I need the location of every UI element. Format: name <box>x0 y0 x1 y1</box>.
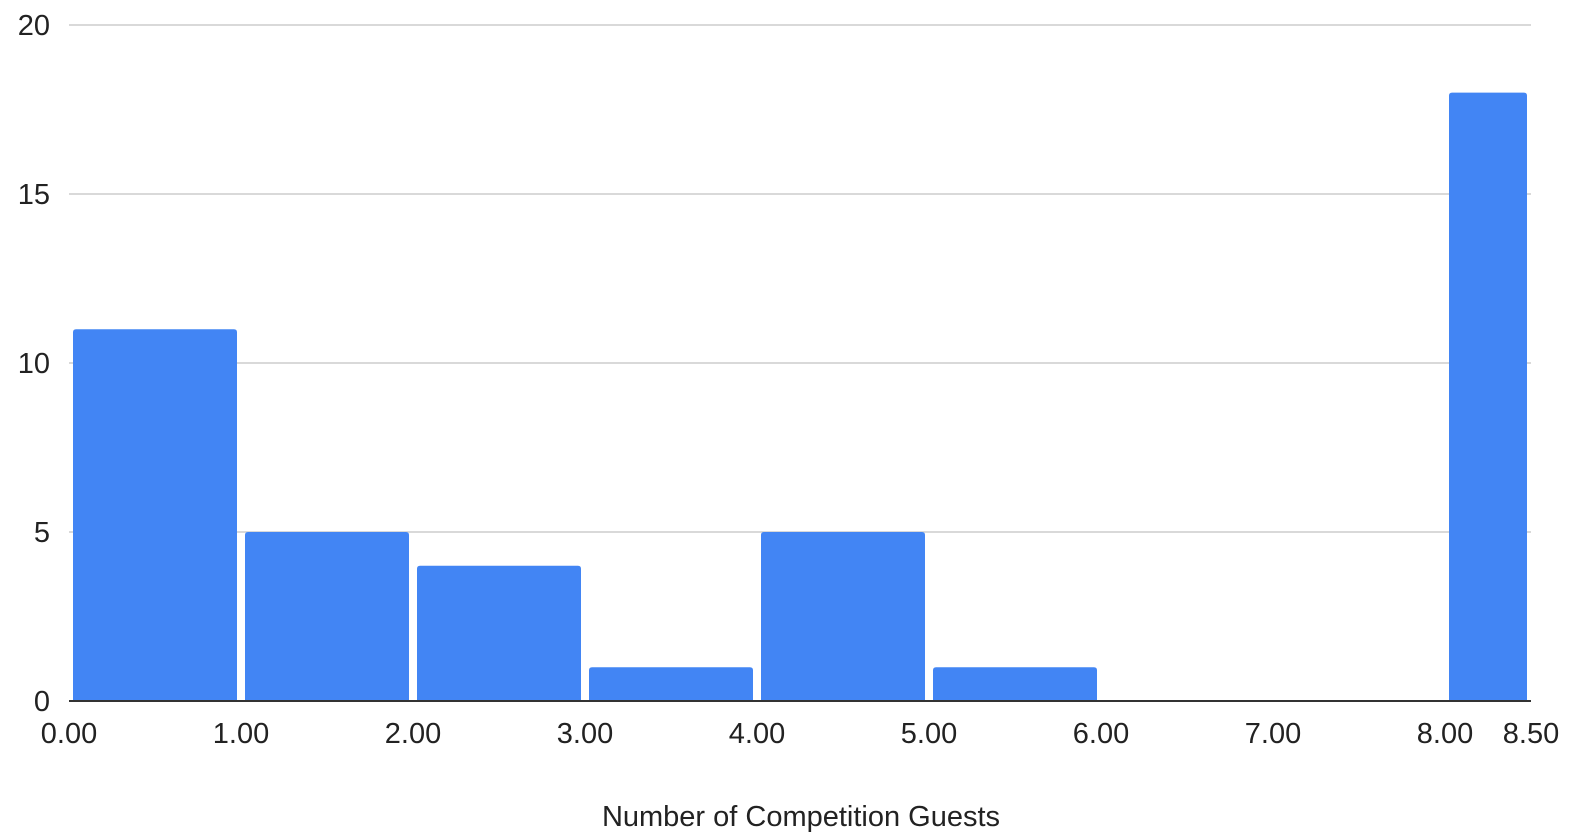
y-tick-label: 5 <box>34 517 50 549</box>
bar-3-4 <box>589 667 753 701</box>
x-tick-label: 8.00 <box>1417 718 1473 750</box>
bar-8-8.5 <box>1449 92 1527 702</box>
bars <box>73 92 1527 702</box>
bar-0-1 <box>73 329 237 701</box>
bar-4-5 <box>761 532 925 701</box>
y-tick-label: 15 <box>18 179 50 211</box>
x-tick-label: 7.00 <box>1245 718 1301 750</box>
x-tick-label: 5.00 <box>901 718 957 750</box>
axes: 0 5 10 15 20 0.00 1.00 2.00 3.00 4.00 5.00 6.00 7.00… <box>18 10 1559 750</box>
x-tick-label: 1.00 <box>213 718 269 750</box>
x-tick-label: 8.50 <box>1503 718 1559 750</box>
bar-5-6 <box>933 667 1097 701</box>
y-tick-label: 20 <box>18 10 50 42</box>
x-tick-label: 3.00 <box>557 718 613 750</box>
x-axis-title: Number of Competition Guests <box>602 801 1000 833</box>
y-tick-label: 0 <box>34 686 50 718</box>
gridlines <box>69 24 1531 533</box>
x-tick-label: 0.00 <box>41 718 97 750</box>
bar-1-2 <box>245 532 409 701</box>
x-tick-label: 2.00 <box>385 718 441 750</box>
x-tick-label: 6.00 <box>1073 718 1129 750</box>
y-tick-label: 10 <box>18 348 50 380</box>
bar-2-3 <box>417 565 581 701</box>
x-tick-label: 4.00 <box>729 718 785 750</box>
